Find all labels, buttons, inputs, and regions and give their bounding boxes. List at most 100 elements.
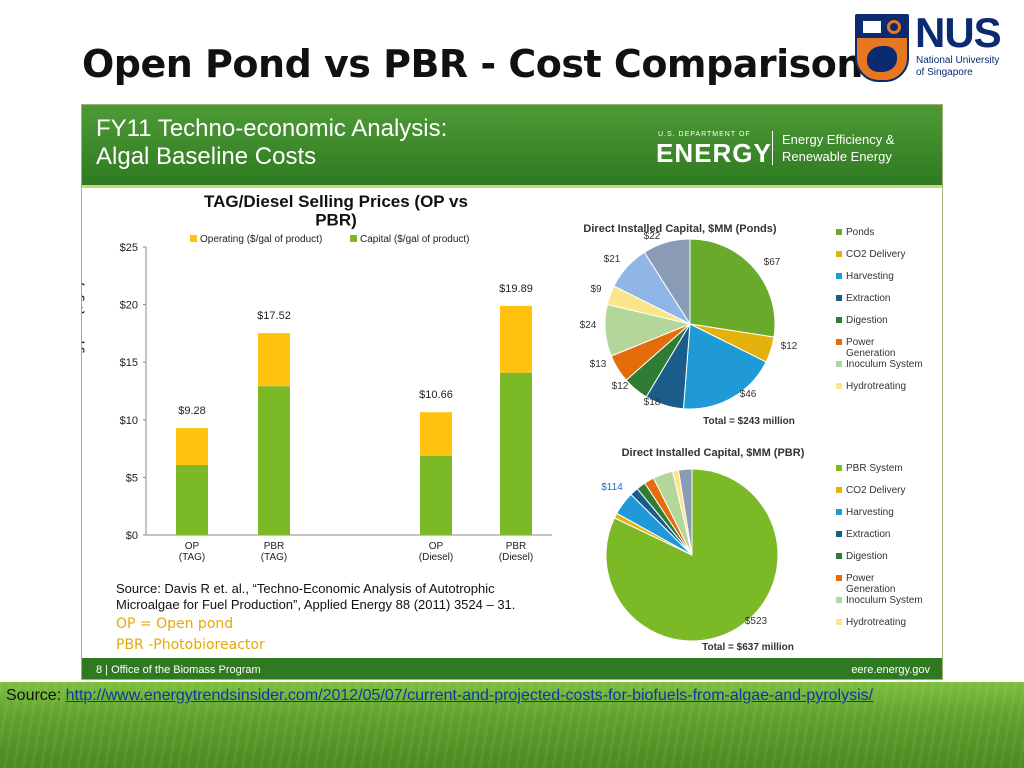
pbr-legend-swatch	[836, 509, 842, 515]
ponds-legend-label: Power Generation	[846, 337, 895, 359]
pbr-legend-label: Harvesting	[846, 507, 894, 518]
pbr-legend-label: Inoculum System	[846, 595, 923, 606]
legend-operating-swatch	[190, 235, 197, 242]
pbr-legend-label: Power Generation	[846, 573, 895, 595]
bar-y-axis-label: 2012 Product selling price ($/gal)	[82, 282, 85, 454]
ponds-legend-label: Extraction	[846, 293, 890, 304]
bar-total-label: $10.66	[419, 389, 453, 401]
slide-title: Open Pond vs PBR - Cost Comparison	[82, 42, 863, 86]
ponds-slice-label: $21	[604, 254, 621, 265]
bar-capital	[420, 455, 452, 535]
pbr-legend-swatch	[836, 487, 842, 493]
ponds-slice	[689, 238, 776, 338]
nus-logo: NUS National University of Singapore	[855, 9, 1017, 84]
ponds-legend-label: Ponds	[846, 227, 874, 238]
ponds-slice-label: $12	[781, 341, 798, 352]
bar-total-label: $17.52	[257, 310, 291, 322]
charts-canvas: TAG/Diesel Selling Prices (OP vs PBR) $0 $5…	[82, 192, 923, 653]
pbr-slice	[677, 468, 693, 556]
nus-crest-icon	[855, 14, 909, 82]
ponds-legend-label: Harvesting	[846, 271, 894, 282]
ponds-slice-label: $22	[644, 231, 661, 242]
banner-underline	[82, 185, 942, 188]
slide-footer: 8 | Office of the Biomass Program eere.e…	[82, 658, 942, 679]
ponds-legend-swatch	[836, 251, 842, 257]
footer-left-text: 8 | Office of the Biomass Program	[96, 664, 261, 676]
source-line: Source: http://www.energytrendsinsider.c…	[6, 687, 1024, 705]
pbr-pie-title: Direct Installed Capital, $MM (PBR)	[622, 447, 805, 459]
bar-operating	[500, 305, 532, 373]
nus-logo-letters: NUS	[915, 9, 1002, 56]
banner-title: FY11 Techno-economic Analysis: Algal Bas…	[96, 115, 448, 170]
pbr-annotation: $114	[601, 482, 623, 493]
pbr-legend-label: Extraction	[846, 529, 890, 540]
ponds-slice-label: $67	[764, 257, 781, 268]
bar-chart-title: TAG/Diesel Selling Prices (OP vs PBR)	[204, 192, 468, 230]
abbrev-op: OP = Open pond	[116, 616, 234, 632]
ponds-slice-label: $46	[740, 389, 757, 400]
pbr-legend-swatch	[836, 597, 842, 603]
ponds-slice-label: $24	[580, 320, 597, 331]
ponds-legend-label: Inoculum System	[846, 359, 923, 370]
legend-operating-label: Operating ($/gal of product)	[200, 234, 322, 245]
ponds-legend-swatch	[836, 317, 842, 323]
doe-department-label: U.S. DEPARTMENT OF	[658, 131, 751, 138]
pbr-legend-label: CO2 Delivery	[846, 485, 905, 496]
grass-background	[0, 682, 1024, 768]
bar-y-tick-label: $10	[120, 415, 138, 427]
embedded-doe-slide: FY11 Techno-economic Analysis: Algal Bas…	[81, 104, 943, 680]
bar-capital	[258, 386, 290, 535]
pbr-total: Total = $637 million	[702, 642, 794, 653]
pbr-legend-label: Digestion	[846, 551, 888, 562]
bar-y-tick-label: $15	[120, 357, 138, 369]
bar-category-label: PBR (Diesel)	[499, 541, 533, 563]
citation-note: Source: Davis R et. al., “Techno-Economi…	[116, 581, 516, 612]
source-label: Source:	[6, 687, 62, 704]
pbr-slice-label: $523	[745, 616, 768, 627]
bar-y-tick-label: $20	[120, 300, 138, 312]
ponds-legend-swatch	[836, 229, 842, 235]
pbr-legend-swatch	[836, 575, 842, 581]
ponds-slice-label: $18	[644, 397, 661, 408]
bar-category-label: OP (TAG)	[179, 541, 205, 563]
bar-total-label: $9.28	[178, 405, 206, 417]
pbr-legend-label: Hydrotreating	[846, 617, 906, 628]
ponds-pie-title: Direct Installed Capital, $MM (Ponds)	[583, 223, 776, 235]
footer-right-text: eere.energy.gov	[851, 664, 930, 676]
ponds-legend-swatch	[836, 295, 842, 301]
pbr-legend-label: PBR System	[846, 463, 903, 474]
ponds-legend-swatch	[836, 273, 842, 279]
pbr-slice	[605, 468, 779, 642]
ponds-slice-label: $9	[590, 284, 602, 295]
ponds-legend-swatch	[836, 361, 842, 367]
source-link[interactable]: http://www.energytrendsinsider.com/2012/…	[65, 687, 874, 704]
ponds-slice	[643, 238, 691, 326]
legend-capital-swatch	[350, 235, 357, 242]
doe-office-name: Energy Efficiency & Renewable Energy	[782, 132, 895, 164]
pbr-legend-swatch	[836, 465, 842, 471]
abbrev-pbr: PBR -Photobioreactor	[116, 637, 265, 653]
ponds-slice	[682, 323, 767, 410]
bar-y-tick-label: $25	[120, 242, 138, 254]
doe-energy-logo: ENERGY	[656, 138, 772, 168]
bar-total-label: $19.89	[499, 283, 533, 295]
ponds-legend-label: CO2 Delivery	[846, 249, 905, 260]
bar-capital	[176, 464, 208, 535]
abbreviation-key: OP = Open pond PBR -Photobioreactor	[116, 614, 265, 656]
pbr-legend-swatch	[836, 531, 842, 537]
ponds-total: Total = $243 million	[703, 416, 795, 427]
ponds-legend-label: Digestion	[846, 315, 888, 326]
ponds-legend-swatch	[836, 383, 842, 389]
bar-y-tick-label: $0	[126, 530, 138, 542]
nus-logo-subtitle: National University of Singapore	[916, 55, 1000, 78]
ponds-legend-label: Hydrotreating	[846, 381, 906, 392]
bar-category-label: PBR (TAG)	[261, 541, 287, 563]
ponds-legend-swatch	[836, 339, 842, 345]
bar-operating	[258, 333, 290, 387]
doe-banner: FY11 Techno-economic Analysis: Algal Bas…	[82, 105, 942, 185]
bar-y-tick-label: $5	[126, 472, 138, 484]
grass-texture	[0, 682, 1024, 768]
ponds-slice-label: $13	[590, 359, 607, 370]
doe-divider	[772, 131, 773, 165]
pbr-legend-swatch	[836, 619, 842, 625]
